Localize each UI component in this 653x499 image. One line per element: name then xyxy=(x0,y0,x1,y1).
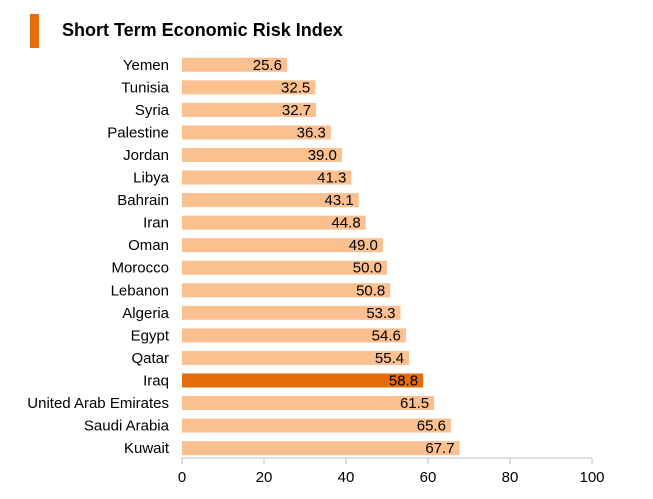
value-label-tunisia: 32.5 xyxy=(281,79,310,96)
bars-group xyxy=(182,57,460,456)
value-label-algeria: 53.3 xyxy=(366,305,395,322)
chart-title: Short Term Economic Risk Index xyxy=(62,20,343,40)
bar-yemen xyxy=(182,57,287,72)
bar-libya xyxy=(182,170,352,185)
category-label-algeria: Algeria xyxy=(122,305,169,322)
value-label-kuwait: 67.7 xyxy=(425,440,454,457)
x-axis-ticks: 0 20 40 60 80 100 xyxy=(178,458,605,486)
x-tick-label-80: 80 xyxy=(502,469,519,486)
value-label-qatar: 55.4 xyxy=(375,350,404,367)
value-label-iran: 44.8 xyxy=(331,215,360,232)
bar-palestine xyxy=(182,125,331,140)
value-label-palestine: 36.3 xyxy=(297,124,326,141)
category-label-kuwait: Kuwait xyxy=(124,440,170,457)
value-label-yemen: 25.6 xyxy=(253,57,282,74)
bar-united-arab-emirates xyxy=(182,396,435,411)
category-label-lebanon: Lebanon xyxy=(111,282,169,299)
category-label-united-arab-emirates: United Arab Emirates xyxy=(27,395,169,412)
value-label-jordan: 39.0 xyxy=(308,147,337,164)
category-label-oman: Oman xyxy=(128,237,169,254)
bar-saudi-arabia xyxy=(182,418,451,433)
value-label-iraq: 58.8 xyxy=(389,372,418,389)
category-label-iraq: Iraq xyxy=(143,372,169,389)
bar-jordan xyxy=(182,147,342,162)
category-label-iran: Iran xyxy=(143,215,169,232)
bar-egypt xyxy=(182,328,406,343)
x-tick-label-20: 20 xyxy=(256,469,273,486)
x-tick-label-40: 40 xyxy=(338,469,355,486)
bar-morocco xyxy=(182,260,387,275)
value-label-libya: 41.3 xyxy=(317,170,346,187)
value-label-united-arab-emirates: 61.5 xyxy=(400,395,429,412)
bar-algeria xyxy=(182,305,401,320)
bar-iran xyxy=(182,215,366,230)
category-label-saudi-arabia: Saudi Arabia xyxy=(84,418,170,435)
value-label-morocco: 50.0 xyxy=(353,260,382,277)
category-label-bahrain: Bahrain xyxy=(117,192,169,209)
value-label-oman: 49.0 xyxy=(349,237,378,254)
bar-kuwait xyxy=(182,441,460,456)
category-label-tunisia: Tunisia xyxy=(121,79,169,96)
category-label-jordan: Jordan xyxy=(123,147,169,164)
value-label-syria: 32.7 xyxy=(282,102,311,119)
bar-oman xyxy=(182,238,383,253)
category-label-qatar: Qatar xyxy=(131,350,169,367)
category-label-syria: Syria xyxy=(135,102,170,119)
category-label-palestine: Palestine xyxy=(107,124,169,141)
value-label-egypt: 54.6 xyxy=(372,327,401,344)
x-tick-label-60: 60 xyxy=(420,469,437,486)
bar-bahrain xyxy=(182,193,359,208)
title-accent-bar xyxy=(30,14,39,48)
value-label-saudi-arabia: 65.6 xyxy=(417,418,446,435)
bar-lebanon xyxy=(182,283,391,298)
bar-syria xyxy=(182,102,317,117)
category-label-morocco: Morocco xyxy=(111,260,169,277)
category-label-libya: Libya xyxy=(133,170,170,187)
category-label-egypt: Egypt xyxy=(131,327,170,344)
category-label-yemen: Yemen xyxy=(123,57,169,74)
bar-iraq xyxy=(182,373,424,388)
value-labels: 25.6 32.5 32.7 36.3 39.0 41.3 43.1 44.8 49.0 50.0… xyxy=(253,57,455,457)
x-tick-label-100: 100 xyxy=(579,469,604,486)
value-label-bahrain: 43.1 xyxy=(325,192,354,209)
bar-tunisia xyxy=(182,80,316,95)
bar-qatar xyxy=(182,350,410,365)
category-labels: Yemen Tunisia Syria Palestine Jordan Libya Bah… xyxy=(27,57,170,457)
value-label-lebanon: 50.8 xyxy=(356,282,385,299)
x-tick-label-0: 0 xyxy=(178,469,186,486)
